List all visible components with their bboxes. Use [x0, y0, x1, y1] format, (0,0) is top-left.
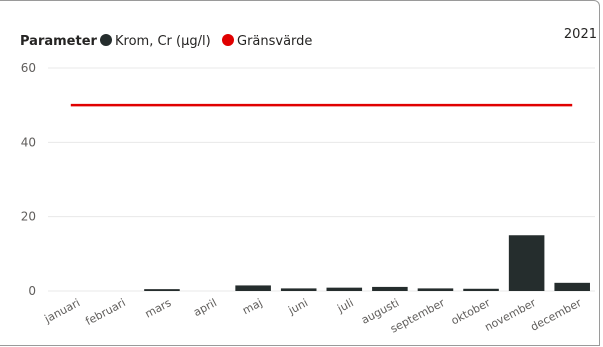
x-tick-label: mars	[143, 296, 174, 321]
legend-label-gransvarde: Gränsvärde	[237, 34, 312, 49]
y-tick-label: 60	[21, 61, 36, 75]
x-tick-label: november	[483, 296, 539, 334]
legend-marker-krom	[100, 34, 112, 46]
x-tick-label: juni	[285, 296, 310, 317]
legend-marker-gransvarde	[222, 34, 234, 46]
bar-mars	[144, 289, 180, 291]
bar-november	[508, 235, 545, 291]
bar-september	[417, 288, 454, 291]
y-tick-label: 40	[21, 135, 36, 149]
bars	[144, 235, 590, 291]
y-tick-label: 20	[21, 210, 36, 224]
legend-title: Parameter	[20, 34, 98, 49]
bar-december	[554, 282, 590, 291]
bar-maj	[235, 285, 271, 291]
legend: Parameter Krom, Cr (µg/l) Gränsvärde	[20, 34, 312, 49]
y-tick-label: 0	[28, 284, 36, 298]
x-tick-label: januari	[42, 296, 83, 326]
bar-juli	[326, 287, 363, 291]
bar-oktober	[463, 288, 499, 291]
x-tick-label: december	[528, 296, 584, 334]
year-label: 2021	[564, 27, 597, 42]
x-tick-label: maj	[240, 296, 264, 317]
x-tick-label: april	[191, 296, 219, 319]
x-tick-label: februari	[83, 296, 127, 328]
x-tick-label: juli	[334, 296, 355, 316]
legend-label-krom: Krom, Cr (µg/l)	[115, 34, 211, 49]
gridlines	[48, 67, 595, 292]
bar-augusti	[372, 286, 408, 291]
bar-juni	[280, 288, 317, 291]
x-axis: januari februari mars april maj juni juli augus…	[42, 296, 584, 336]
y-axis: 0 20 40 60	[21, 61, 36, 298]
